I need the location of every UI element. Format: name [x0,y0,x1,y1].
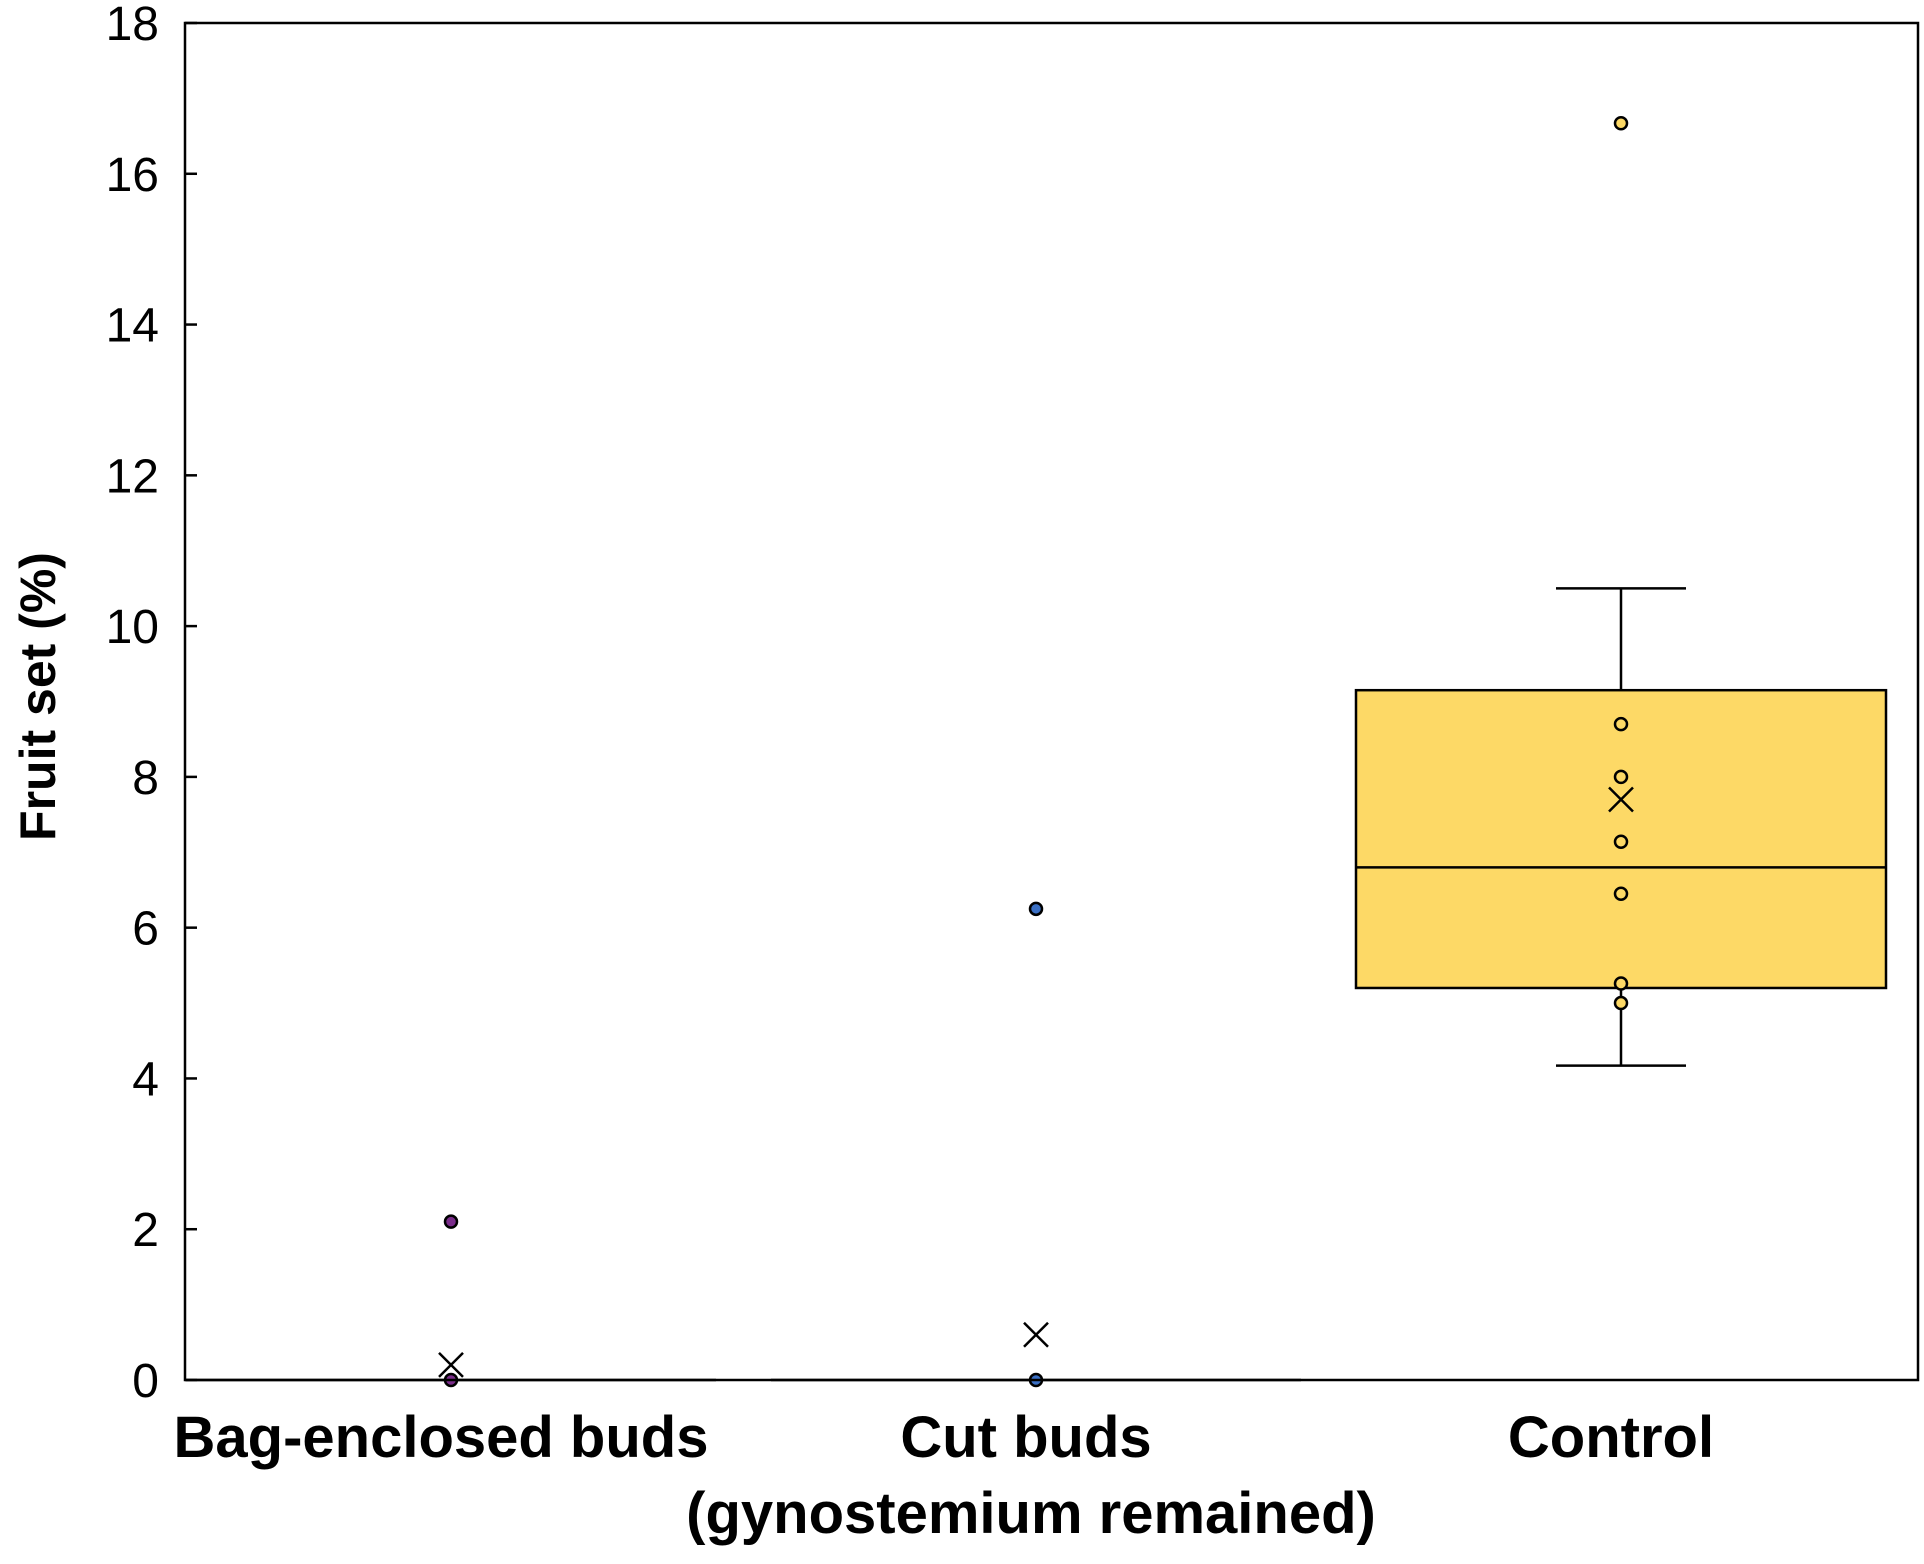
data-point [1613,995,1629,1011]
y-tick-label: 12 [106,450,159,503]
y-tick-label: 8 [132,752,159,805]
y-tick-label: 4 [132,1053,159,1106]
x-category-label: Cut buds (gynostemium remained) [686,1405,1376,1546]
data-point [1613,769,1629,785]
y-tick-label: 6 [132,903,159,956]
box-group [771,901,1301,1388]
mean-marker [1023,1321,1049,1348]
y-tick-label: 14 [106,300,159,353]
data-point [1613,116,1629,131]
x-category-label-line: Cut buds [900,1405,1151,1470]
y-tick-label: 10 [106,601,159,654]
data-point [1613,976,1629,991]
x-category-label-line: Bag-enclosed buds [174,1405,709,1470]
y-axis-title: Fruit set (%) [10,552,66,841]
y-tick-label: 0 [132,1355,159,1408]
data-point [1028,901,1044,917]
x-category-label: Bag-enclosed buds [174,1405,709,1470]
x-category-label-line: (gynostemium remained) [686,1481,1376,1546]
y-tick-label: 16 [106,149,159,202]
x-category-label-line: Control [1508,1405,1714,1470]
box-group [1354,116,1888,1067]
mean-marker [1608,786,1634,813]
plot-area-frame [183,21,1920,1382]
y-tick-label: 2 [132,1204,159,1257]
box-plot-series [186,116,1888,1388]
data-point [1613,886,1629,901]
y-tick-label: 18 [106,0,159,51]
mean-marker [438,1352,464,1378]
data-point [443,1214,459,1229]
y-axis-ticks: 0 2 4 6 8 10 12 14 16 18 [106,0,197,1408]
box-group [186,1214,716,1388]
x-category-label: Control [1508,1405,1714,1470]
data-point [1613,716,1629,732]
data-point [1613,834,1629,849]
x-axis-category-labels: Bag-enclosed buds Cut buds (gynostemium re… [174,1405,1715,1546]
